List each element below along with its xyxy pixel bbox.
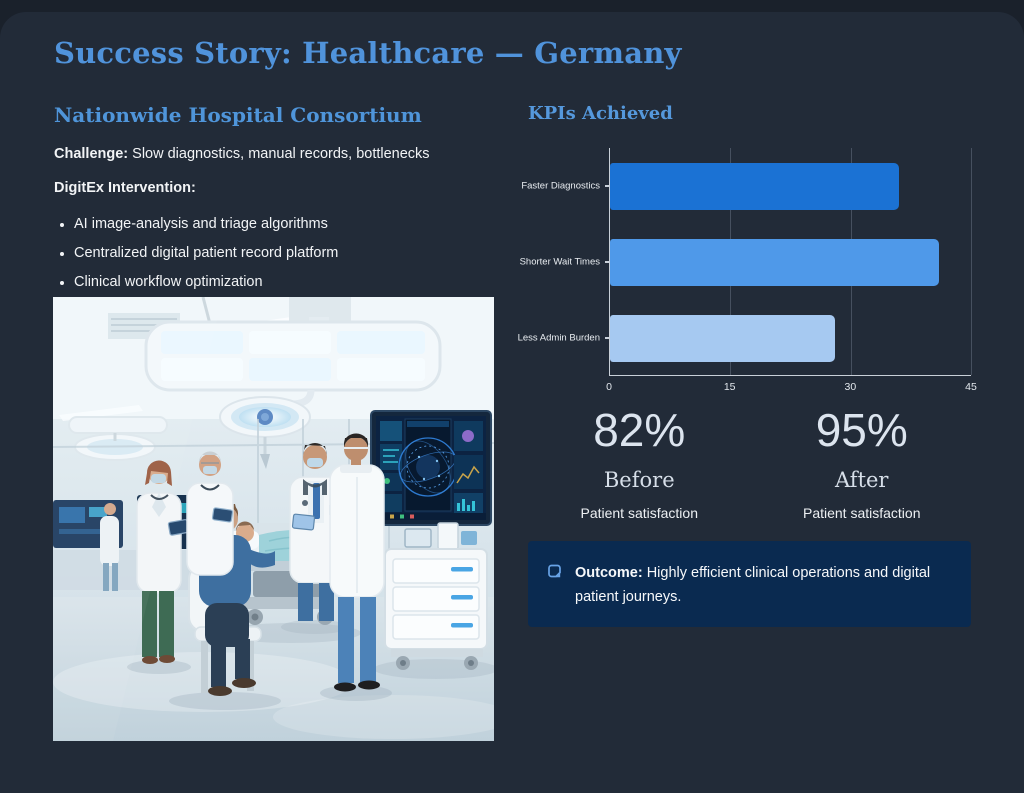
stats-row: 82% Before Patient satisfaction 95% Afte… xyxy=(528,403,973,521)
intervention-item: Clinical workflow optimization xyxy=(74,274,496,290)
hospital-photo xyxy=(53,297,494,741)
x-tick-label: 30 xyxy=(844,381,857,393)
kpi-bar-chart: Faster Diagnostics Shorter Wait Times Less… xyxy=(518,148,977,406)
x-tick-label: 15 xyxy=(723,381,736,393)
x-tick-label: 0 xyxy=(606,381,612,393)
kpi-bar xyxy=(610,238,939,286)
outcome-body: Highly efficient clinical operations and… xyxy=(575,565,931,605)
y-tick-mark xyxy=(605,261,610,263)
kpi-bar xyxy=(610,162,899,210)
bar-row: Faster Diagnostics xyxy=(521,148,971,224)
stat-before: 82% Before Patient satisfaction xyxy=(528,403,751,521)
slide-background: Success Story: Healthcare — Germany Nati… xyxy=(0,12,1024,793)
challenge-label: Challenge: xyxy=(54,146,129,162)
outcome-callout: Outcome: Highly efficient clinical opera… xyxy=(528,541,971,627)
intervention-label: DigitEx Intervention: xyxy=(54,180,196,196)
challenge-line: Challenge: Slow diagnostics, manual reco… xyxy=(54,146,496,162)
challenge-text: Slow diagnostics, manual records, bottle… xyxy=(128,146,430,162)
stat-after-label: After xyxy=(835,468,889,492)
stat-after-sublabel: Patient satisfaction xyxy=(802,505,921,521)
bar-row: Shorter Wait Times xyxy=(520,224,971,300)
stat-after-value: 95% xyxy=(815,404,908,456)
stat-before-value: 82% xyxy=(593,404,686,456)
case-study-panel: Nationwide Hospital Consortium Challenge… xyxy=(54,103,496,303)
y-tick-mark xyxy=(605,185,610,187)
intervention-list: AI image-analysis and triage algorithms … xyxy=(54,216,496,290)
stat-before-sublabel: Patient satisfaction xyxy=(580,505,698,521)
kpi-plot: Faster Diagnostics Shorter Wait Times Less… xyxy=(518,148,972,376)
kpi-heading: KPIs Achieved xyxy=(528,103,673,124)
y-tick-mark xyxy=(605,337,610,339)
kpi-x-axis: 0 15 30 45 xyxy=(606,381,977,401)
bar-row: Less Admin Burden xyxy=(518,300,971,376)
case-study-heading: Nationwide Hospital Consortium xyxy=(54,103,422,127)
grid-line xyxy=(971,148,972,375)
outcome-label: Outcome: xyxy=(575,565,643,581)
stat-after: 95% After Patient satisfaction xyxy=(751,403,974,521)
bar-category-label: Faster Diagnostics xyxy=(521,180,600,192)
bar-category-label: Shorter Wait Times xyxy=(519,256,600,268)
intervention-line: DigitEx Intervention: xyxy=(54,180,496,196)
intervention-item: AI image-analysis and triage algorithms xyxy=(74,216,496,232)
outcome-text: Outcome: Highly efficient clinical opera… xyxy=(575,561,951,609)
x-tick-label: 45 xyxy=(965,381,977,393)
page-title: Success Story: Healthcare — Germany xyxy=(54,36,682,70)
kpi-panel: KPIs Achieved Faster Diagnostics Shorter … xyxy=(518,103,977,763)
kpi-bar xyxy=(610,314,835,362)
intervention-item: Centralized digital patient record platf… xyxy=(74,245,496,261)
stat-before-label: Before xyxy=(603,468,675,492)
note-icon xyxy=(547,564,562,584)
bar-category-label: Less Admin Burden xyxy=(517,332,600,344)
